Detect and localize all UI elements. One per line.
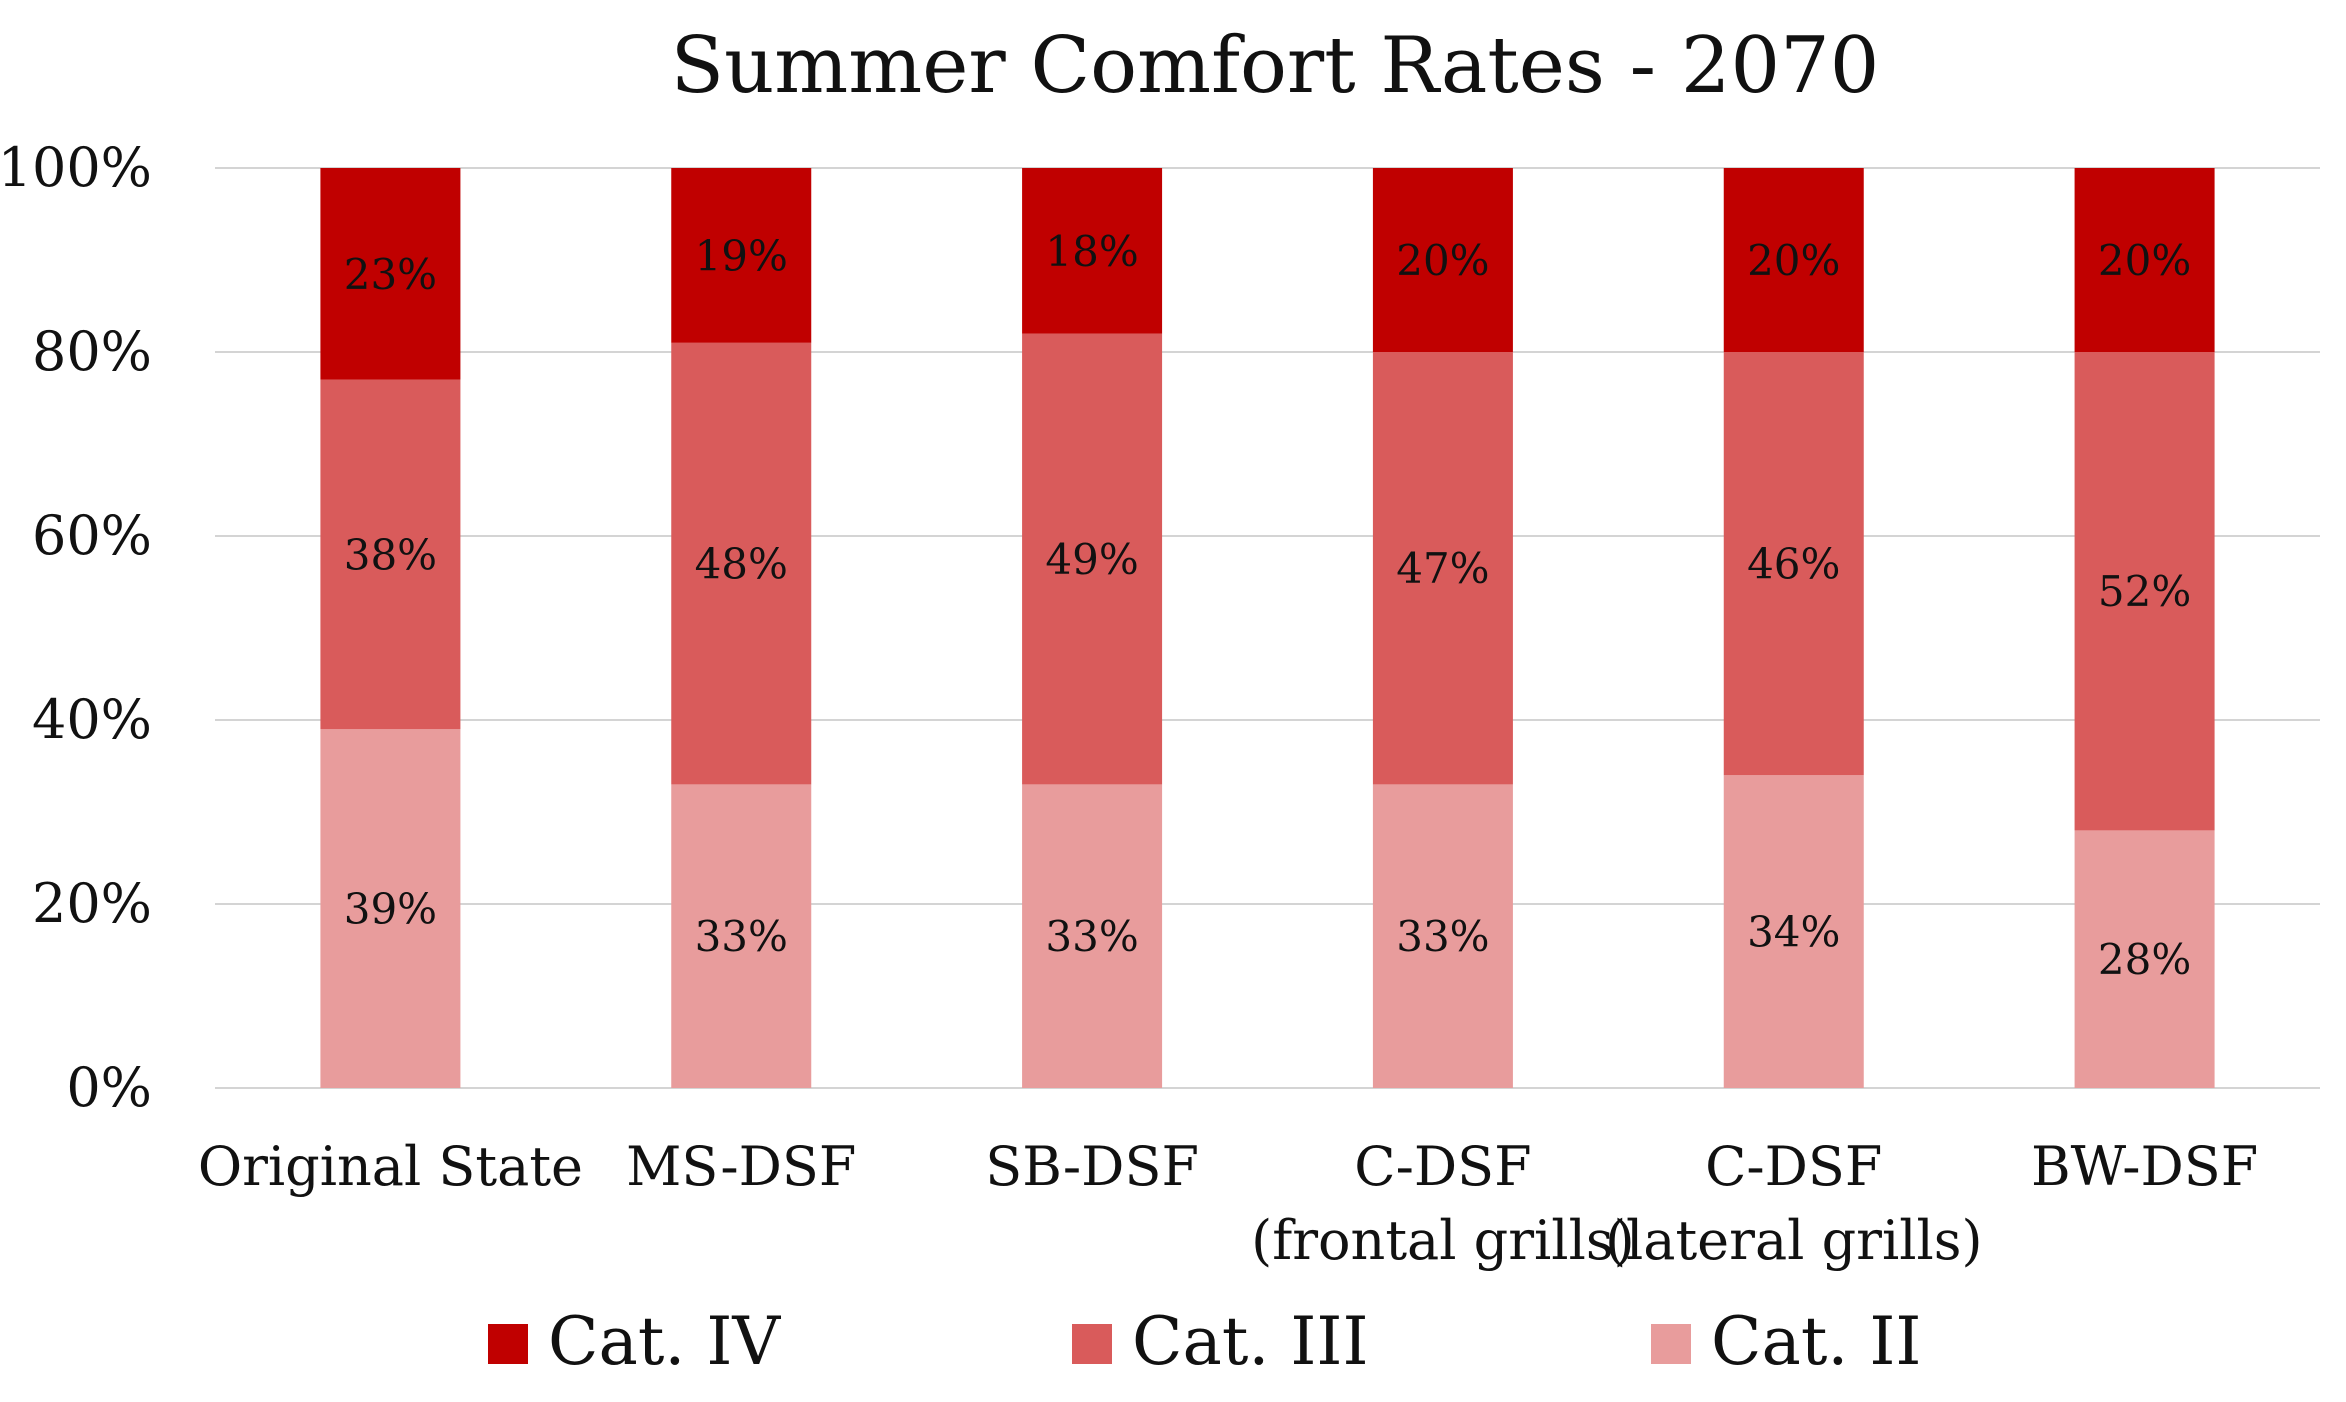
legend-item: Cat. IV <box>488 1303 781 1380</box>
data-label: 49% <box>1045 535 1138 584</box>
x-axis-tick-labels: Original State MS-DSF SB-DSF C-DSF (frontal … <box>198 1135 2258 1272</box>
y-tick-label: 60% <box>32 504 152 567</box>
bar-segment <box>320 168 461 380</box>
data-label: 47% <box>1396 544 1489 593</box>
legend-item: Cat. II <box>1651 1303 1921 1380</box>
data-label: 38% <box>344 530 437 579</box>
bar-segment <box>1723 775 1864 1088</box>
data-label: 18% <box>1045 227 1138 276</box>
data-label: 33% <box>1396 912 1489 961</box>
data-label: 20% <box>1747 236 1840 285</box>
data-label: 33% <box>695 912 788 961</box>
legend-item: Cat. III <box>1072 1303 1369 1380</box>
x-tick-label: Original State <box>198 1135 583 1198</box>
bar-segment <box>1372 352 1513 785</box>
legend-swatch <box>488 1324 528 1364</box>
legend-swatch <box>1072 1324 1112 1364</box>
x-tick-label: C-DSF <box>1705 1135 1882 1198</box>
data-label: 48% <box>695 540 788 589</box>
gridlines <box>215 167 2320 1089</box>
data-label: 19% <box>695 231 788 280</box>
bar-segment <box>1022 168 1163 334</box>
x-tick-label: BW-DSF <box>2031 1135 2258 1198</box>
bar-segment <box>1723 352 1864 776</box>
data-label: 28% <box>2098 935 2191 984</box>
data-label: 33% <box>1045 912 1138 961</box>
legend-swatch <box>1651 1324 1691 1364</box>
x-tick-label: C-DSF <box>1354 1135 1531 1198</box>
bar-segment <box>2074 830 2215 1088</box>
x-tick-label: (lateral grills) <box>1605 1209 1983 1272</box>
data-label: 52% <box>2098 567 2191 616</box>
bar-segment <box>2074 352 2215 831</box>
y-tick-label: 80% <box>32 320 152 383</box>
bar-segment <box>1723 168 1864 352</box>
data-label: 34% <box>1747 908 1840 957</box>
x-tick-label: SB-DSF <box>985 1135 1199 1198</box>
bar-segment <box>1372 784 1513 1088</box>
y-axis-tick-labels: 0% 20% 40% 60% 80% 100% <box>0 136 152 1119</box>
data-label: 20% <box>2098 236 2191 285</box>
legend-label: Cat. IV <box>548 1303 781 1380</box>
x-tick-label: MS-DSF <box>626 1135 856 1198</box>
legend-label: Cat. II <box>1711 1303 1921 1380</box>
bar-segment <box>1022 333 1163 785</box>
bar-segment <box>1022 784 1163 1088</box>
legend-label: Cat. III <box>1132 1303 1369 1380</box>
bar-segment <box>2074 168 2215 352</box>
bar-segment <box>320 729 461 1088</box>
data-label: 46% <box>1747 540 1840 589</box>
bars <box>320 168 2215 1088</box>
bar-segment <box>671 342 812 785</box>
bar-segment <box>1372 168 1513 352</box>
data-labels: 39% 38% 23% 33% 48% 19% 33% 49% 18% 33% 47% 20% 34% 4… <box>344 227 2192 984</box>
chart-title: Summer Comfort Rates - 2070 <box>671 21 1880 111</box>
bar-segment <box>320 379 461 730</box>
y-tick-label: 40% <box>32 688 152 751</box>
x-tick-label: (frontal grills) <box>1251 1209 1634 1272</box>
y-tick-label: 0% <box>66 1056 152 1119</box>
legend: Cat. IV Cat. III Cat. II <box>488 1303 1921 1380</box>
y-tick-label: 100% <box>0 136 152 199</box>
data-label: 39% <box>344 885 437 934</box>
data-label: 20% <box>1396 236 1489 285</box>
bar-segment <box>671 784 812 1088</box>
data-label: 23% <box>344 250 437 299</box>
bar-segment <box>671 168 812 343</box>
y-tick-label: 20% <box>32 872 152 935</box>
